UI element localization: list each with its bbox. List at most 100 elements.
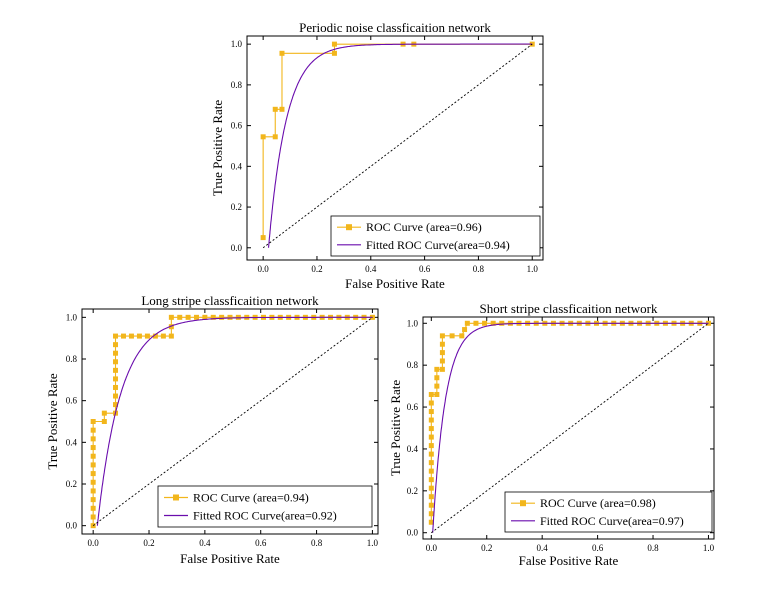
y-tick-label: 0.2 [66, 479, 77, 489]
roc-point [439, 350, 445, 356]
roc-point [272, 134, 278, 140]
roc-point [428, 409, 434, 415]
x-tick-label: 0.0 [426, 543, 438, 553]
fitted-roc-curve [432, 322, 709, 533]
roc-point [90, 471, 96, 477]
y-tick-label: 0.6 [407, 402, 419, 412]
y-tick-label: 0.8 [66, 354, 78, 364]
roc-point [90, 419, 96, 424]
y-axis-label: True Positive Rate [45, 373, 60, 470]
y-tick-label: 0.4 [231, 161, 243, 171]
roc-point [428, 434, 434, 440]
chance-diagonal [431, 322, 709, 534]
roc-point [428, 519, 434, 525]
chart-title: Periodic noise classficaition network [299, 20, 491, 35]
roc-point [260, 235, 266, 241]
x-tick-label: 0.8 [311, 538, 323, 548]
y-tick-label: 0.4 [66, 437, 78, 447]
roc-point [272, 106, 278, 112]
roc-point [428, 477, 434, 483]
x-axis-label: False Positive Rate [180, 551, 280, 566]
roc-point [185, 314, 191, 320]
roc-point [428, 494, 434, 500]
x-tick-label: 0.2 [311, 264, 322, 274]
roc-point [434, 391, 440, 397]
y-tick-label: 1.0 [231, 39, 243, 49]
x-tick-label: 0.4 [365, 264, 377, 274]
roc-point [113, 367, 119, 373]
roc-point [439, 358, 445, 364]
y-tick-label: 0.0 [66, 521, 78, 531]
roc-point [331, 41, 337, 47]
roc-point [120, 333, 126, 339]
roc-point [428, 511, 434, 517]
roc-point [279, 106, 285, 112]
roc-point [260, 134, 266, 140]
y-tick-label: 0.4 [407, 444, 419, 454]
roc-point [152, 333, 158, 339]
roc-point [90, 445, 96, 451]
legend-fitted-label: Fitted ROC Curve(area=0.97) [540, 514, 684, 528]
roc-point [101, 410, 107, 416]
roc-point [177, 314, 183, 320]
legend-box [157, 485, 373, 528]
x-axis-label: False Positive Rate [519, 553, 619, 568]
x-tick-label: 0.8 [647, 543, 659, 553]
square-marker-icon [520, 500, 526, 507]
roc-point [462, 327, 468, 333]
square-marker-icon [346, 224, 352, 231]
x-tick-label: 0.2 [143, 538, 154, 548]
x-tick-label: 1.0 [367, 538, 379, 548]
y-tick-label: 0.0 [407, 528, 419, 538]
roc-point [482, 320, 488, 326]
legend-box [330, 215, 541, 257]
chart-1: 0.0 0.2 0.4 0.6 0.8 1.0 0.0 0.2 0.4 0.6 0.8 1.0 Long… [45, 293, 379, 566]
roc-point [160, 333, 166, 339]
roc-point [202, 314, 208, 320]
x-axis-label: False Positive Rate [345, 276, 445, 291]
roc-point [113, 350, 119, 356]
x-tick-label: 1.0 [527, 264, 539, 274]
roc-point [434, 375, 440, 381]
square-marker-icon [173, 494, 179, 501]
roc-point [428, 468, 434, 474]
roc-point [428, 400, 434, 406]
roc-point [210, 314, 216, 320]
roc-point [113, 384, 119, 390]
roc-point [90, 462, 96, 468]
legend-roc-label: ROC Curve (area=0.98) [540, 496, 656, 510]
roc-point [227, 314, 233, 320]
legend: ROC Curve (area=0.98) Fitted ROC Curve(ar… [504, 491, 713, 533]
roc-point [113, 359, 119, 365]
roc-point [113, 342, 119, 348]
roc-point [428, 451, 434, 457]
roc-point [428, 426, 434, 432]
x-tick-label: 0.6 [419, 264, 431, 274]
roc-point [90, 497, 96, 503]
fitted-roc-curve [267, 43, 533, 248]
y-tick-label: 0.2 [231, 202, 242, 212]
chart-0: 0.0 0.2 0.4 0.6 0.8 1.0 0.0 0.2 0.4 0.6 0.8 1.0 Peri… [210, 20, 544, 291]
roc-point [439, 366, 445, 372]
roc-point [168, 324, 174, 330]
roc-point [128, 333, 134, 339]
roc-point [113, 402, 119, 408]
x-tick-label: 0.8 [473, 264, 485, 274]
roc-point [90, 453, 96, 459]
chart-title: Long stripe classficaition network [141, 293, 319, 308]
roc-point [90, 479, 96, 485]
chart-2: 0.0 0.2 0.4 0.6 0.8 1.0 0.0 0.2 0.4 0.6 0.8 1.0 Shor… [388, 301, 715, 568]
roc-point [428, 485, 434, 491]
roc-point [529, 41, 535, 47]
legend: ROC Curve (area=0.96) Fitted ROC Curve(ar… [330, 215, 541, 257]
chart-title: Short stripe classficaition network [480, 301, 658, 316]
roc-point [219, 314, 225, 320]
roc-point [428, 502, 434, 508]
roc-point [434, 383, 440, 389]
roc-point [90, 514, 96, 520]
chance-diagonal [262, 43, 533, 249]
x-tick-label: 0.4 [537, 543, 549, 553]
legend-fitted-label: Fitted ROC Curve(area=0.92) [193, 509, 337, 523]
roc-point [428, 391, 434, 397]
